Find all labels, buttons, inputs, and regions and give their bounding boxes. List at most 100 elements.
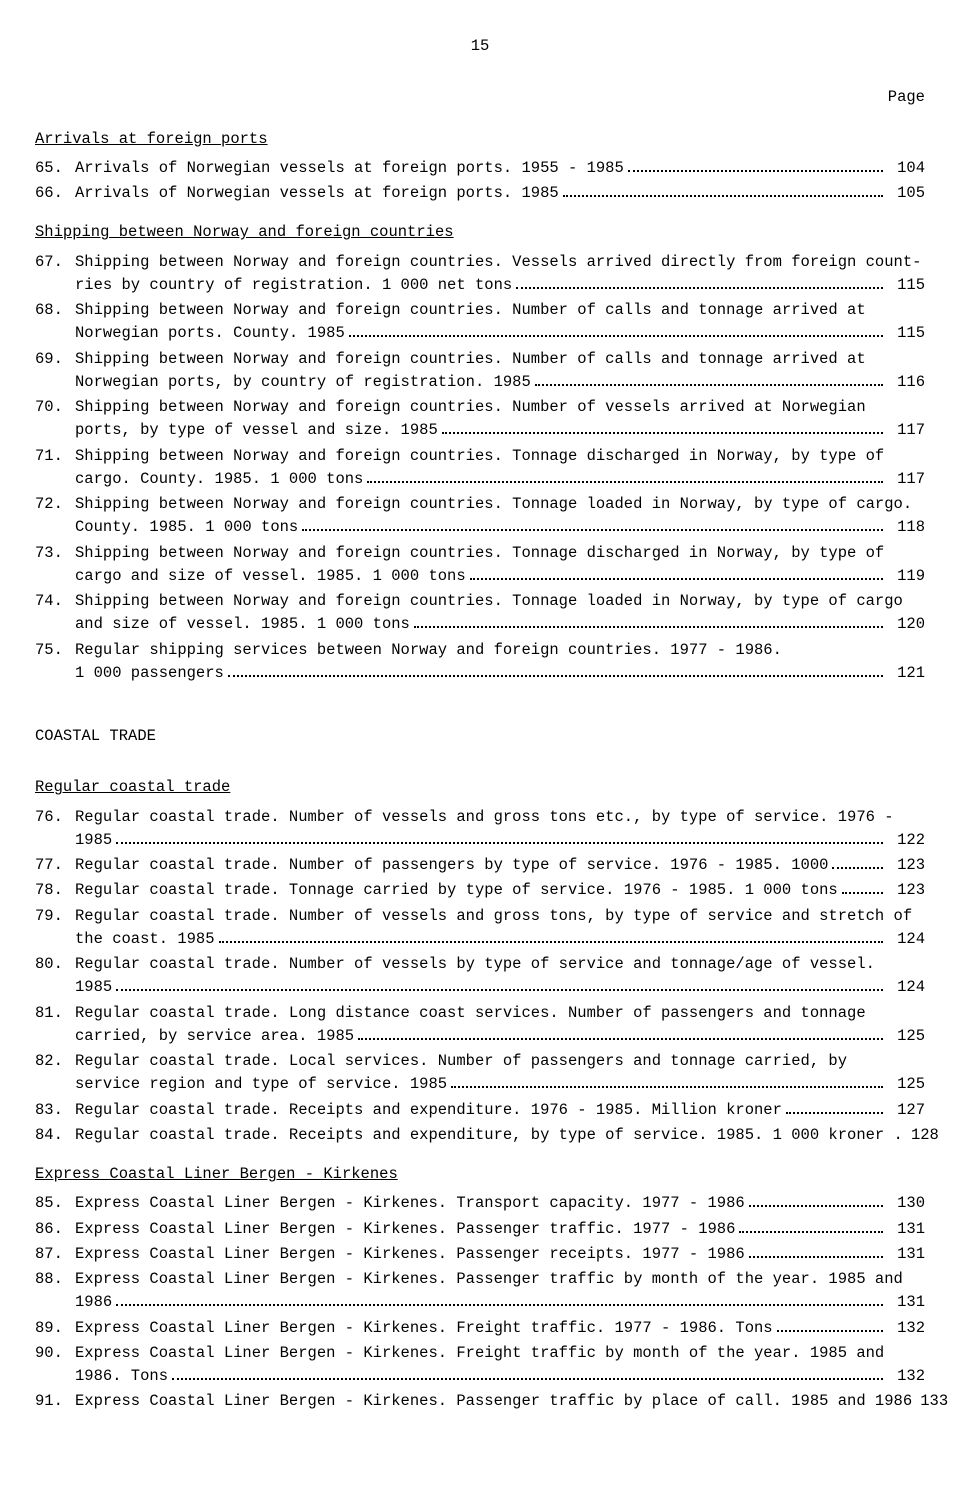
leader-dots [367,470,883,483]
entry-last-line: 1985 122 [75,829,925,852]
entry-text: cargo and size of vessel. 1985. 1 000 to… [75,565,466,588]
entry-page-number: 127 [889,1099,925,1122]
entry-text-line: Shipping between Norway and foreign coun… [75,493,925,516]
entry-body: Shipping between Norway and foreign coun… [75,542,925,589]
toc-entry: 83.Regular coastal trade. Receipts and e… [35,1099,925,1122]
entry-number: 72. [35,493,75,516]
entry-body: Express Coastal Liner Bergen - Kirkenes.… [75,1243,925,1266]
toc-entry: 77.Regular coastal trade. Number of pass… [35,854,925,877]
entry-number: 80. [35,953,75,976]
entry-text-line: Express Coastal Liner Bergen - Kirkenes.… [75,1342,925,1365]
entry-text-line: Shipping between Norway and foreign coun… [75,445,925,468]
toc-entry: 73.Shipping between Norway and foreign c… [35,542,925,589]
entry-number: 68. [35,299,75,322]
entry-last-line: County. 1985. 1 000 tons118 [75,516,925,539]
entry-last-line: Express Coastal Liner Bergen - Kirkenes.… [75,1317,925,1340]
entry-body: Regular coastal trade. Tonnage carried b… [75,879,925,902]
entry-text: Arrivals of Norwegian vessels at foreign… [75,182,559,205]
toc-entry: 85.Express Coastal Liner Bergen - Kirken… [35,1192,925,1215]
entry-page-number: 132 [889,1365,925,1388]
entry-text: cargo. County. 1985. 1 000 tons [75,468,363,491]
entry-text-line: Shipping between Norway and foreign coun… [75,396,925,419]
entry-body: Express Coastal Liner Bergen - Kirkenes.… [75,1192,925,1215]
entry-text: Express Coastal Liner Bergen - Kirkenes.… [75,1218,735,1241]
entry-text: Express Coastal Liner Bergen - Kirkenes.… [75,1317,773,1340]
toc-entry: 70.Shipping between Norway and foreign c… [35,396,925,443]
entry-body: Regular coastal trade. Number of vessels… [75,905,925,952]
leader-dots [349,324,883,337]
section-heading: Regular coastal trade [35,776,925,799]
entry-page-number: 117 [889,419,925,442]
entry-last-line: Arrivals of Norwegian vessels at foreign… [75,157,925,180]
toc-entry: 87.Express Coastal Liner Bergen - Kirken… [35,1243,925,1266]
entry-page-number: 130 [889,1192,925,1215]
entry-number: 77. [35,854,75,877]
leader-dots [358,1027,883,1040]
entry-text: Regular coastal trade. Receipts and expe… [75,1099,782,1122]
entry-text: carried, by service area. 1985 [75,1025,354,1048]
toc-entry: 90.Express Coastal Liner Bergen - Kirken… [35,1342,925,1389]
entry-page-number: 122 [889,829,925,852]
entry-text: ries by country of registration. 1 000 n… [75,274,512,297]
entry-page-number: 105 [889,182,925,205]
entry-number: 79. [35,905,75,928]
entry-number: 90. [35,1342,75,1365]
entry-body: Arrivals of Norwegian vessels at foreign… [75,182,925,205]
entry-number: 70. [35,396,75,419]
leader-dots [739,1219,883,1232]
entry-last-line: Regular coastal trade. Receipts and expe… [75,1124,939,1147]
entry-page-number: 131 [889,1243,925,1266]
entry-last-line: service region and type of service. 1985… [75,1073,925,1096]
toc-entry: 66.Arrivals of Norwegian vessels at fore… [35,182,925,205]
page-label: Page [35,86,925,109]
entry-last-line: Express Coastal Liner Bergen - Kirkenes.… [75,1390,948,1413]
entry-page-number: 115 [889,322,925,345]
entry-page-number: 119 [889,565,925,588]
entry-body: Shipping between Norway and foreign coun… [75,299,925,346]
entry-number: 78. [35,879,75,902]
entry-text: Arrivals of Norwegian vessels at foreign… [75,157,624,180]
section-heading: COASTAL TRADE [35,725,925,748]
entry-text: 1985 [75,829,112,852]
entry-page-number: 131 [889,1291,925,1314]
toc-entry: 65.Arrivals of Norwegian vessels at fore… [35,157,925,180]
entry-last-line: 1985124 [75,976,925,999]
entry-text: 1985 [75,976,112,999]
toc-entry: 81.Regular coastal trade. Long distance … [35,1002,925,1049]
toc-entry: 72.Shipping between Norway and foreign c… [35,493,925,540]
entry-page-number: 104 [889,157,925,180]
entry-text-line: Shipping between Norway and foreign coun… [75,590,925,613]
leader-dots [749,1194,883,1207]
entry-body: Express Coastal Liner Bergen - Kirkenes.… [75,1268,925,1315]
entry-page-number: 123 [889,879,925,902]
entry-number: 86. [35,1218,75,1241]
entry-last-line: cargo and size of vessel. 1985. 1 000 to… [75,565,925,588]
entry-text: County. 1985. 1 000 tons [75,516,298,539]
entry-text: Norwegian ports, by country of registrat… [75,371,531,394]
entry-text: Regular coastal trade. Tonnage carried b… [75,879,838,902]
entry-body: Shipping between Norway and foreign coun… [75,493,925,540]
entry-last-line: Arrivals of Norwegian vessels at foreign… [75,182,925,205]
toc-entry: 75.Regular shipping services between Nor… [35,639,925,686]
leader-dots [116,831,883,844]
entry-text-line: Regular coastal trade. Number of vessels… [75,806,925,829]
entry-text: the coast. 1985 [75,928,215,951]
entry-text-line: Shipping between Norway and foreign coun… [75,299,925,322]
entry-text-line: Shipping between Norway and foreign coun… [75,348,925,371]
entry-text: Regular coastal trade. Receipts and expe… [75,1124,903,1147]
entry-text: Regular coastal trade. Number of passeng… [75,854,828,877]
entry-number: 85. [35,1192,75,1215]
toc-entry: 78.Regular coastal trade. Tonnage carrie… [35,879,925,902]
entry-number: 83. [35,1099,75,1122]
toc-entry: 69.Shipping between Norway and foreign c… [35,348,925,395]
entry-page-number: 124 [889,928,925,951]
entry-page-number: 132 [889,1317,925,1340]
entry-text: 1 000 passengers [75,662,224,685]
entry-body: Regular coastal trade. Receipts and expe… [75,1099,925,1122]
entry-page-number: 125 [889,1073,925,1096]
entry-body: Shipping between Norway and foreign coun… [75,348,925,395]
entry-number: 66. [35,182,75,205]
entry-text: ports, by type of vessel and size. 1985 [75,419,438,442]
entry-number: 81. [35,1002,75,1025]
entry-body: Express Coastal Liner Bergen - Kirkenes.… [75,1317,925,1340]
